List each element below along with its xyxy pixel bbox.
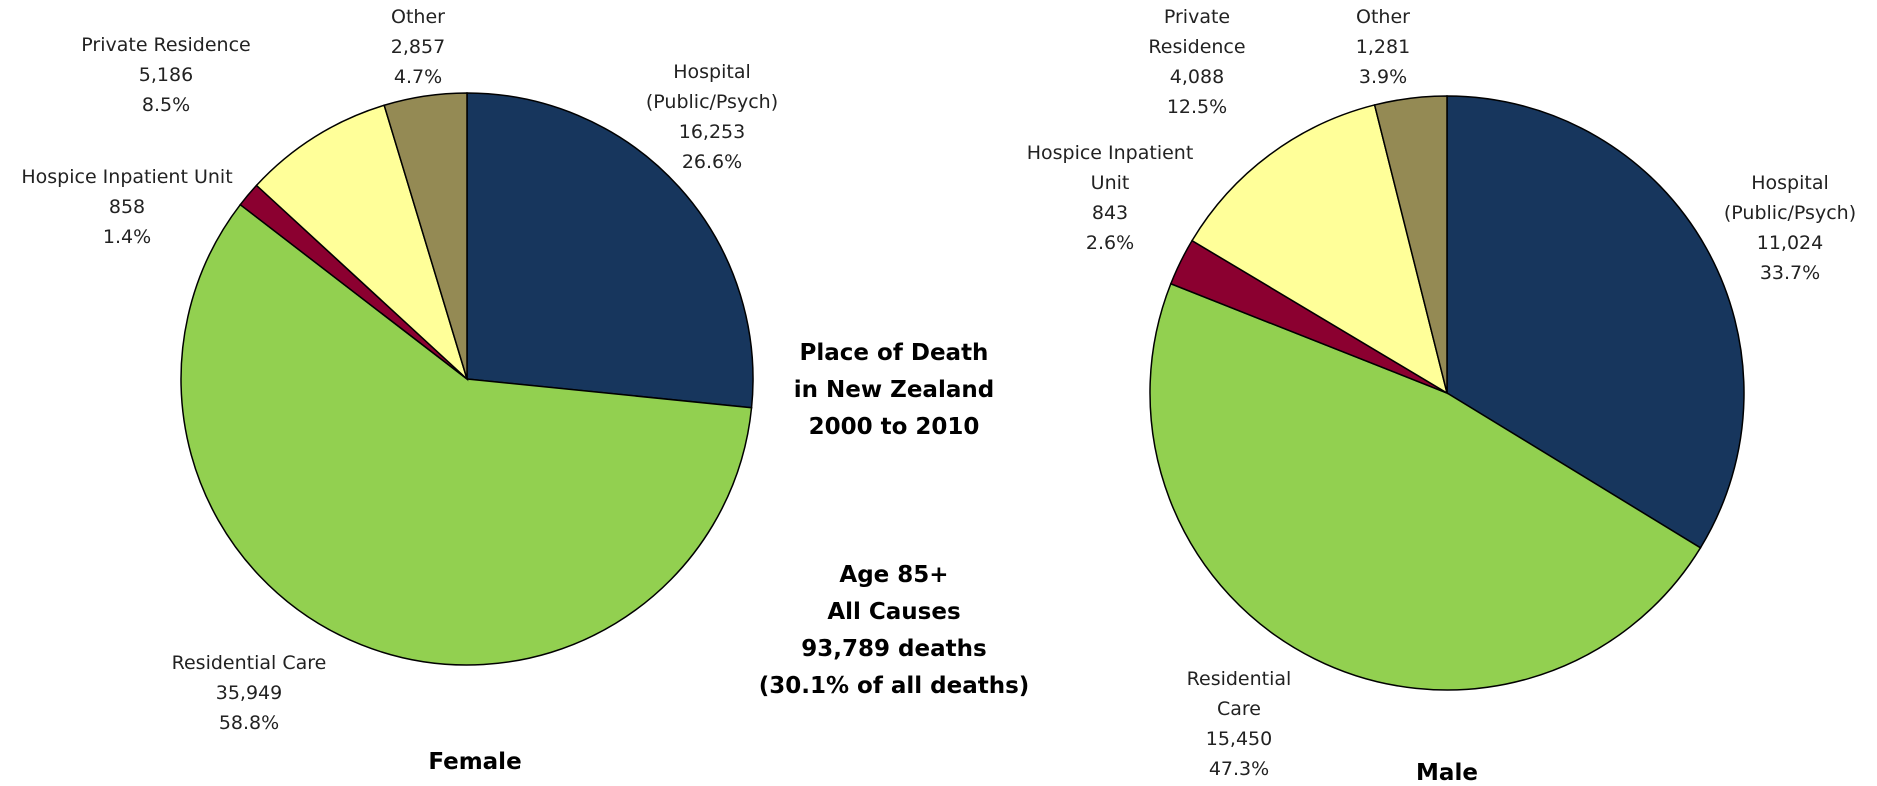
slice-label: Hospital (Public/Psych) 16,253 26.6% (627, 57, 797, 177)
title-line: 2000 to 2010 (808, 414, 980, 440)
label-line: 3.9% (1358, 66, 1408, 88)
label-line: 58.8% (218, 712, 280, 734)
label-line: 11,024 (1756, 232, 1824, 254)
main-title: Place of Death in New Zealand 2000 to 2010 (794, 335, 994, 446)
slice-label: Private Residence 4,088 12.5% (1132, 2, 1262, 122)
label-line: 33.7% (1759, 262, 1821, 284)
label-line: 47.3% (1208, 758, 1270, 780)
slice-label: Hospice Inpatient Unit 843 2.6% (1025, 138, 1195, 258)
title-line: Male (1416, 760, 1478, 786)
label-line: 15,450 (1205, 728, 1273, 750)
label-line: 4.7% (393, 66, 443, 88)
label-line: 4,088 (1169, 66, 1225, 88)
label-line: 16,253 (678, 121, 746, 143)
label-line: 35,949 (215, 682, 283, 704)
pie-slice (466, 92, 754, 409)
annotation-line: Age 85+ (839, 562, 949, 588)
pie-slice (1446, 95, 1745, 549)
label-line: 858 (108, 196, 146, 218)
title-line: in New Zealand (793, 377, 995, 403)
label-line: 26.6% (681, 151, 743, 173)
label-line: Hospice Inpatient Unit (1026, 142, 1194, 194)
annotation-line: All Causes (827, 599, 961, 625)
pie-slice (1373, 95, 1448, 394)
annotation-line: (30.1% of all deaths) (758, 673, 1030, 699)
label-line: 5,186 (138, 64, 194, 86)
slice-label: Hospital (Public/Psych) 11,024 33.7% (1705, 168, 1875, 288)
pie-title: Female (428, 744, 521, 781)
pie-title: Male (1416, 755, 1478, 786)
annotation-line: 93,789 deaths (801, 636, 987, 662)
pie-slice (255, 104, 469, 382)
label-line: 1,281 (1355, 36, 1411, 58)
label-line: 1.4% (102, 226, 152, 248)
label-line: Other (1356, 6, 1410, 28)
title-line: Place of Death (799, 340, 989, 366)
slice-label: Hospice Inpatient Unit 858 1.4% (0, 162, 277, 252)
label-line: Private Residence (1148, 6, 1246, 58)
label-line: Other (391, 6, 445, 28)
label-line: Residential Care (1186, 668, 1292, 720)
pie-slice (383, 92, 468, 380)
slice-label: Private Residence 5,186 8.5% (51, 30, 281, 120)
annotation: Age 85+ All Causes 93,789 deaths (30.1% of … (759, 557, 1030, 705)
label-line: 2.6% (1085, 232, 1135, 254)
label-line: 2,857 (390, 36, 446, 58)
label-line: Hospital (Public/Psych) (645, 61, 779, 113)
label-line: 12.5% (1166, 96, 1228, 118)
label-line: 8.5% (141, 94, 191, 116)
label-line: Hospital (Public/Psych) (1723, 172, 1857, 224)
pie-slice (1149, 282, 1702, 691)
slice-label: Residential Care 15,450 47.3% (1174, 664, 1304, 784)
slice-label: Other 1,281 3.9% (1323, 2, 1443, 92)
pie-slice (1191, 104, 1449, 395)
label-line: Residential Care (171, 652, 327, 674)
pie-slice (180, 203, 753, 666)
slice-label: Other 2,857 4.7% (358, 2, 478, 92)
label-line: Hospice Inpatient Unit (21, 166, 233, 188)
title-line: Female (428, 749, 522, 775)
label-line: 843 (1091, 202, 1129, 224)
slice-label: Residential Care 35,949 58.8% (119, 648, 379, 738)
label-line: Private Residence (81, 34, 251, 56)
